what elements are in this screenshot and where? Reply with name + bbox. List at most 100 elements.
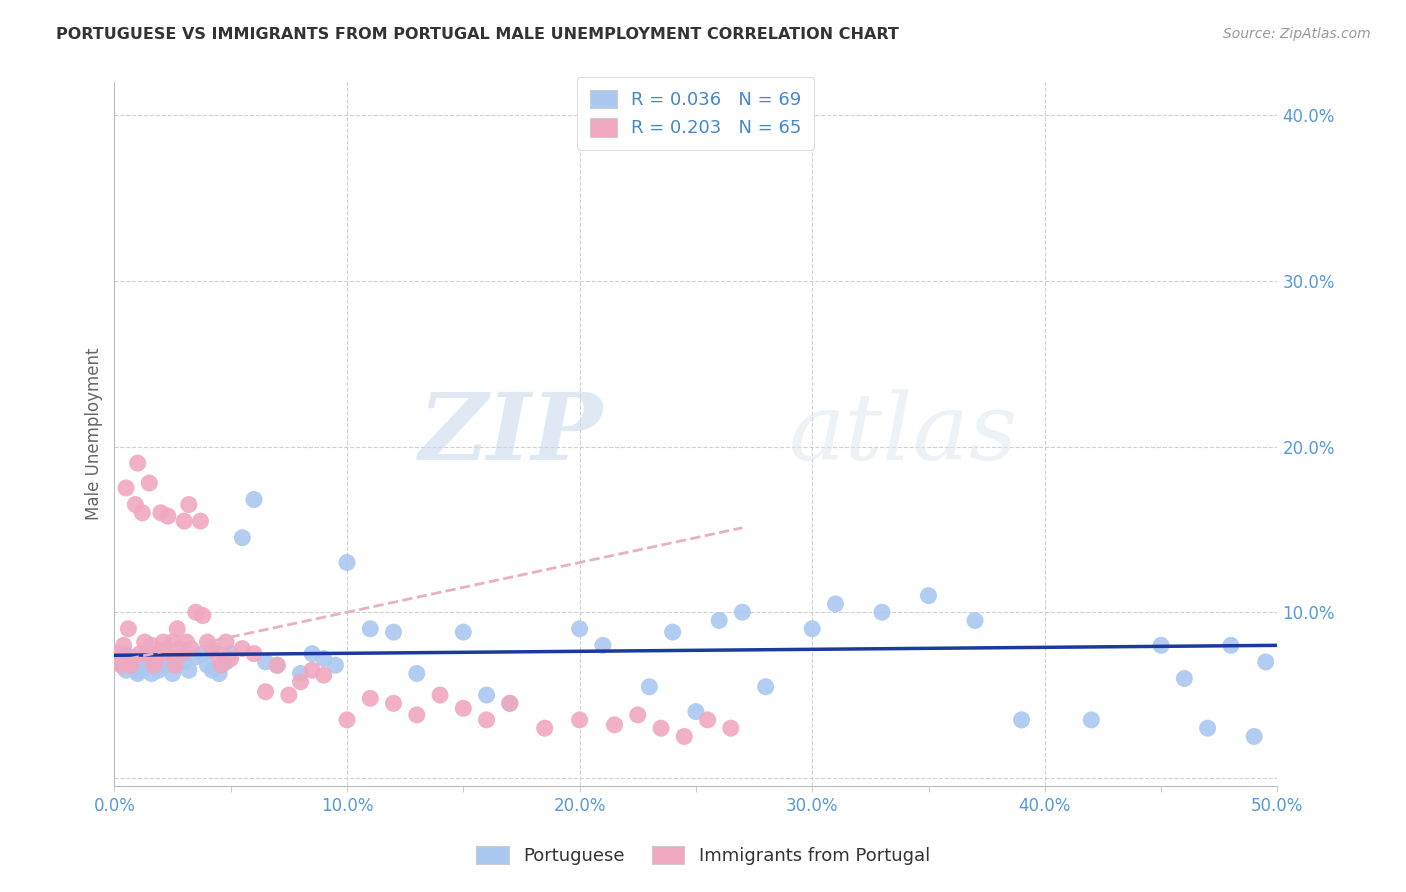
Point	[963, 614, 986, 628]
Point	[191, 647, 214, 661]
Point	[453, 701, 475, 715]
Point	[184, 649, 207, 664]
Point	[108, 647, 131, 661]
Point	[266, 658, 288, 673]
Point	[1080, 713, 1102, 727]
Point	[201, 663, 224, 677]
Point	[801, 622, 824, 636]
Point	[180, 641, 202, 656]
Point	[673, 730, 696, 744]
Point	[131, 506, 153, 520]
Point	[870, 605, 893, 619]
Point	[191, 608, 214, 623]
Point	[159, 647, 181, 661]
Point	[197, 635, 219, 649]
Y-axis label: Male Unemployment: Male Unemployment	[86, 348, 103, 520]
Point	[124, 498, 146, 512]
Point	[177, 498, 200, 512]
Point	[453, 625, 475, 640]
Point	[254, 684, 277, 698]
Point	[277, 688, 299, 702]
Point	[145, 651, 167, 665]
Point	[568, 622, 591, 636]
Point	[129, 655, 152, 669]
Point	[141, 666, 163, 681]
Point	[127, 456, 149, 470]
Point	[112, 647, 135, 661]
Point	[1011, 713, 1033, 727]
Point	[1150, 638, 1173, 652]
Point	[163, 658, 186, 673]
Point	[359, 622, 381, 636]
Point	[627, 707, 650, 722]
Point	[290, 666, 312, 681]
Point	[155, 658, 177, 673]
Point	[568, 713, 591, 727]
Point	[134, 651, 156, 665]
Point	[254, 655, 277, 669]
Point	[159, 647, 181, 661]
Point	[215, 635, 238, 649]
Point	[1173, 672, 1195, 686]
Point	[115, 663, 138, 677]
Point	[336, 713, 359, 727]
Point	[117, 655, 139, 669]
Point	[231, 641, 253, 656]
Legend: R = 0.036   N = 69, R = 0.203   N = 65: R = 0.036 N = 69, R = 0.203 N = 65	[578, 77, 814, 150]
Point	[215, 655, 238, 669]
Point	[650, 721, 672, 735]
Point	[131, 663, 153, 677]
Point	[173, 514, 195, 528]
Point	[301, 663, 323, 677]
Point	[243, 492, 266, 507]
Point	[755, 680, 778, 694]
Point	[173, 655, 195, 669]
Point	[209, 658, 232, 673]
Point	[163, 658, 186, 673]
Point	[312, 668, 335, 682]
Point	[592, 638, 614, 652]
Point	[325, 658, 347, 673]
Point	[243, 647, 266, 661]
Point	[405, 707, 427, 722]
Point	[197, 658, 219, 673]
Point	[201, 641, 224, 656]
Text: PORTUGUESE VS IMMIGRANTS FROM PORTUGAL MALE UNEMPLOYMENT CORRELATION CHART: PORTUGUESE VS IMMIGRANTS FROM PORTUGAL M…	[56, 27, 898, 42]
Point	[177, 663, 200, 677]
Point	[110, 658, 132, 673]
Point	[231, 531, 253, 545]
Point	[499, 696, 522, 710]
Point	[141, 638, 163, 652]
Point	[120, 658, 142, 673]
Point	[405, 666, 427, 681]
Point	[266, 658, 288, 673]
Point	[169, 641, 191, 656]
Point	[129, 647, 152, 661]
Point	[149, 651, 172, 665]
Point	[917, 589, 939, 603]
Point	[162, 666, 184, 681]
Text: ZIP: ZIP	[419, 389, 603, 479]
Point	[731, 605, 754, 619]
Point	[112, 638, 135, 652]
Text: atlas: atlas	[789, 389, 1018, 479]
Point	[824, 597, 846, 611]
Point	[638, 680, 661, 694]
Point	[336, 556, 359, 570]
Point	[127, 666, 149, 681]
Point	[155, 641, 177, 656]
Point	[134, 635, 156, 649]
Point	[382, 625, 405, 640]
Point	[176, 635, 198, 649]
Point	[301, 647, 323, 661]
Point	[145, 658, 167, 673]
Point	[1254, 655, 1277, 669]
Point	[162, 635, 184, 649]
Point	[108, 651, 131, 665]
Point	[122, 651, 145, 665]
Point	[1243, 730, 1265, 744]
Text: Source: ZipAtlas.com: Source: ZipAtlas.com	[1223, 27, 1371, 41]
Point	[184, 605, 207, 619]
Point	[117, 622, 139, 636]
Point	[707, 614, 730, 628]
